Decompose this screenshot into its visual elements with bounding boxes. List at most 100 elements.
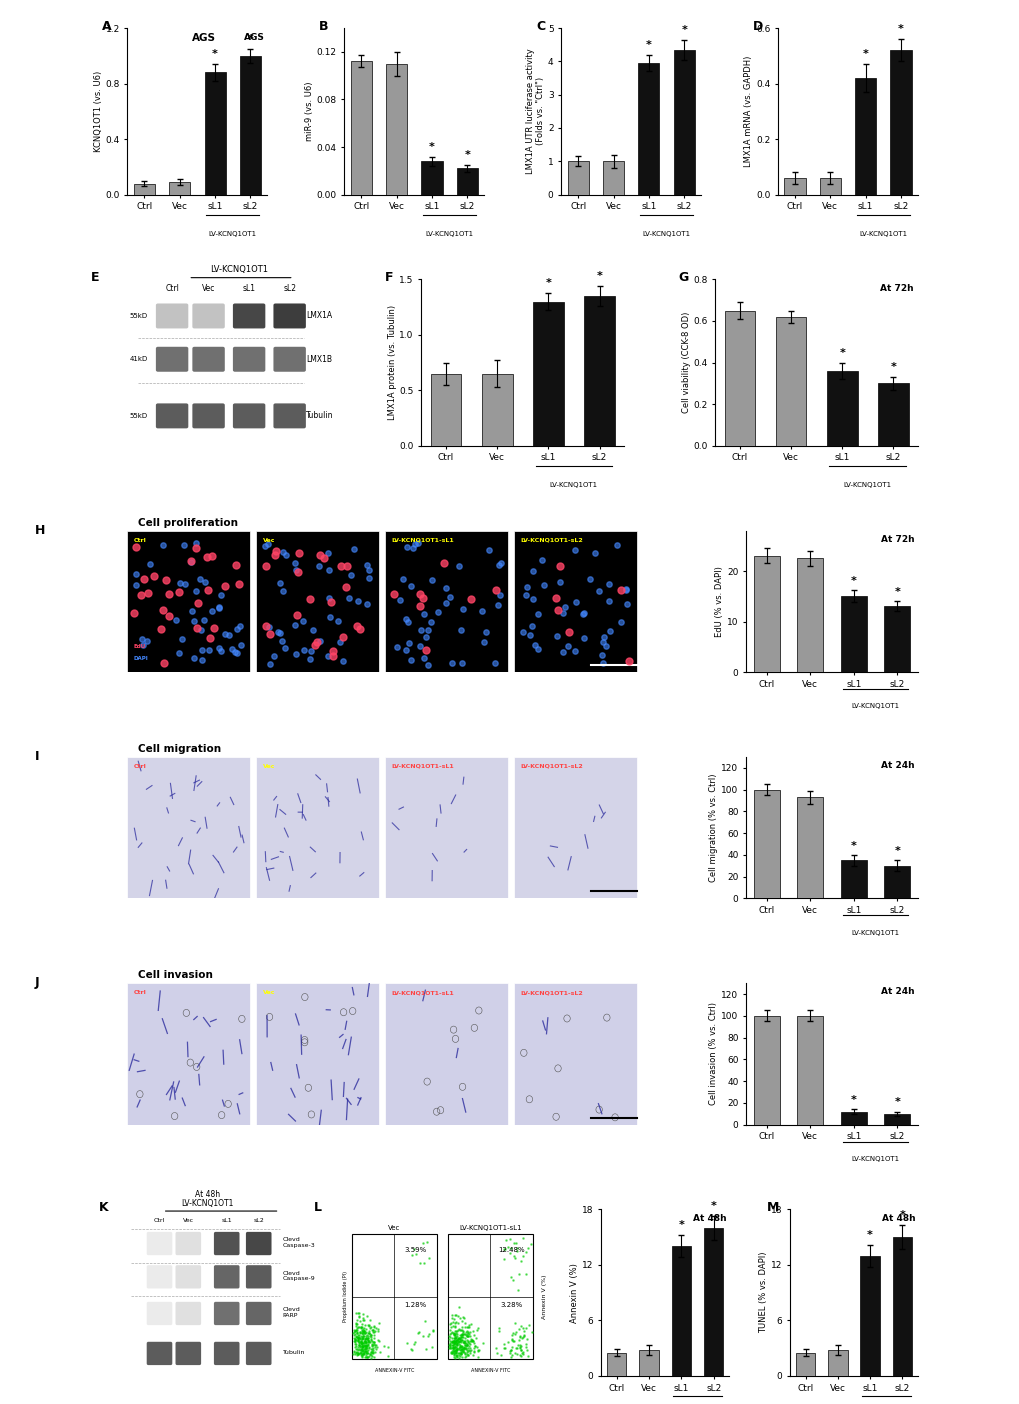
Point <box>358 1341 374 1363</box>
Point <box>511 1328 527 1351</box>
Text: Vec: Vec <box>263 538 275 543</box>
Point <box>459 1338 475 1360</box>
Point <box>347 1341 364 1363</box>
Point <box>447 1323 464 1345</box>
Point <box>348 1344 365 1366</box>
Point <box>359 1334 375 1356</box>
Point <box>461 1341 477 1363</box>
Bar <box>854 79 875 195</box>
Point <box>353 1317 369 1339</box>
FancyBboxPatch shape <box>147 1342 172 1365</box>
Text: Ctrl: Ctrl <box>133 538 147 543</box>
Point <box>586 542 602 564</box>
Text: 3.28%: 3.28% <box>500 1302 522 1307</box>
Point <box>355 1341 371 1363</box>
FancyBboxPatch shape <box>232 303 265 329</box>
Point <box>440 1334 457 1356</box>
Point <box>199 545 215 567</box>
Bar <box>723 310 754 446</box>
Point <box>447 1338 464 1360</box>
Point <box>202 626 218 649</box>
Point <box>126 602 143 625</box>
Point <box>344 1342 361 1365</box>
Point <box>447 1325 464 1348</box>
Point <box>461 1339 477 1362</box>
Point <box>503 1327 520 1349</box>
Point <box>514 1317 530 1339</box>
Point <box>405 536 421 559</box>
Point <box>567 591 583 614</box>
Point <box>353 1316 369 1338</box>
Point <box>470 1317 486 1339</box>
Point <box>266 543 282 566</box>
Point <box>350 1327 366 1349</box>
Point <box>350 1342 366 1365</box>
Point <box>473 600 489 622</box>
Point <box>514 1341 530 1363</box>
Point <box>501 1342 518 1365</box>
Point <box>501 1243 518 1265</box>
Point <box>447 1311 464 1334</box>
Point <box>520 1313 536 1335</box>
Point <box>507 1231 524 1254</box>
Bar <box>883 1113 909 1125</box>
Bar <box>514 531 636 673</box>
Point <box>404 1339 420 1362</box>
Point <box>510 1334 526 1356</box>
Text: Ctrl: Ctrl <box>133 990 147 995</box>
Point <box>450 1337 467 1359</box>
Text: H: H <box>35 524 45 536</box>
Point <box>366 1324 382 1346</box>
Point <box>229 642 246 664</box>
Point <box>286 614 303 636</box>
Bar <box>421 161 442 195</box>
Point <box>459 1325 475 1348</box>
Point <box>229 618 246 640</box>
Point <box>321 607 337 629</box>
Point <box>478 621 494 643</box>
Point <box>475 630 491 653</box>
Point <box>450 1327 467 1349</box>
Point <box>368 1338 384 1360</box>
Point <box>447 1339 464 1362</box>
Point <box>515 1227 531 1250</box>
Point <box>194 649 210 671</box>
Point <box>450 1296 467 1318</box>
Point <box>445 1331 462 1353</box>
Point <box>365 1331 381 1353</box>
Point <box>354 1327 370 1349</box>
Bar <box>671 1247 690 1376</box>
Point <box>367 1335 383 1358</box>
Point <box>458 1323 474 1345</box>
Point <box>371 1330 387 1352</box>
Point <box>364 1345 380 1367</box>
Point <box>353 1330 369 1352</box>
Point <box>216 574 232 597</box>
Text: I: I <box>35 750 39 762</box>
Point <box>512 1338 528 1360</box>
Point <box>231 615 248 637</box>
Point <box>513 1345 529 1367</box>
Point <box>457 1330 473 1352</box>
Point <box>223 637 239 660</box>
Point <box>425 1320 441 1342</box>
Point <box>453 651 470 674</box>
Point <box>187 580 204 602</box>
Point <box>345 1327 362 1349</box>
Point <box>454 598 471 621</box>
Point <box>536 574 552 597</box>
Point <box>356 1324 372 1346</box>
Point <box>309 630 325 653</box>
Point <box>451 1328 468 1351</box>
Text: Vec: Vec <box>263 990 275 995</box>
Point <box>353 1328 369 1351</box>
Point <box>446 1316 463 1338</box>
Point <box>441 1313 458 1335</box>
Point <box>452 1341 469 1363</box>
Point <box>608 534 625 556</box>
Point <box>594 651 610 674</box>
Point <box>463 1330 479 1352</box>
Point <box>397 639 414 661</box>
Point <box>503 1330 520 1352</box>
Point <box>523 1321 539 1344</box>
